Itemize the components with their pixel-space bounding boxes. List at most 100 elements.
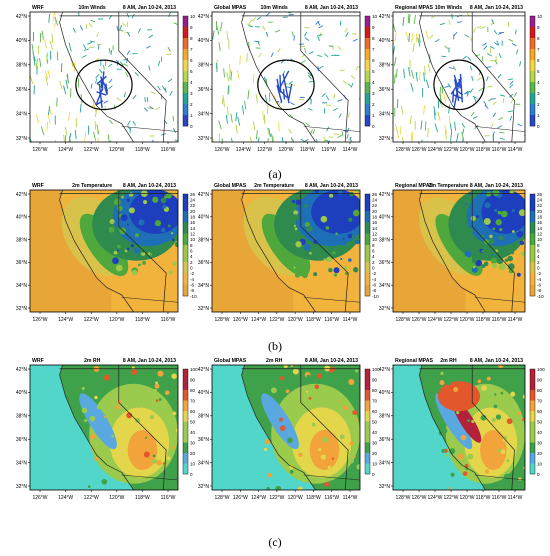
- map-variable-title: 2m RH: [84, 358, 101, 364]
- colorbar-tick-label: 6: [372, 58, 375, 63]
- colorbar-tick-label: 50: [190, 419, 196, 424]
- colorbar-tick-label: 4: [372, 80, 375, 85]
- colorbar-segment: [365, 453, 370, 464]
- x-tick-label: 126°W: [411, 317, 426, 323]
- x-tick-label: 120°W: [109, 317, 124, 323]
- colorbar-tick-label: 14: [372, 226, 378, 231]
- x-tick-label: 124°W: [427, 147, 442, 153]
- map-time-title: 8 AM, Jan 10-24, 2013: [305, 183, 358, 189]
- colorbar-segment: [530, 115, 535, 126]
- colorbar-segment: [530, 93, 535, 104]
- colorbar-tick-label: 50: [537, 419, 543, 424]
- y-tick-label: 38°N: [198, 237, 210, 243]
- colorbar-tick-label: -4: [372, 277, 377, 282]
- colorbar-tick-label: 0: [537, 124, 540, 129]
- colorbar-segment: [365, 262, 370, 268]
- y-tick-label: 40°N: [16, 390, 28, 396]
- colorbar-tick-label: 90: [190, 377, 196, 382]
- colorbar-tick-label: 0: [372, 472, 375, 477]
- colorbar-tick-label: -2: [190, 271, 195, 276]
- colorbar-tick-label: 4: [537, 254, 540, 259]
- y-tick-label: 34°N: [16, 283, 28, 289]
- y-tick-label: 36°N: [16, 260, 28, 266]
- y-tick-label: 36°N: [198, 260, 210, 266]
- colorbar-tick-label: -4: [190, 277, 195, 282]
- colorbar-tick-label: 26: [372, 192, 378, 197]
- x-tick-label: 118°W: [300, 147, 315, 153]
- y-tick-label: 34°N: [16, 111, 28, 117]
- x-tick-label: 122°W: [443, 495, 458, 501]
- colorbar-segment: [183, 262, 188, 268]
- colorbar-segment: [530, 205, 535, 211]
- colorbar-tick-label: 30: [372, 440, 378, 445]
- y-tick-label: 40°N: [379, 215, 391, 221]
- colorbar-tick-label: 3: [537, 91, 540, 96]
- colorbar-tick-label: 10: [190, 237, 196, 242]
- colorbar-tick-label: 40: [537, 430, 543, 435]
- colorbar-tick-label: 6: [190, 248, 193, 253]
- x-tick-label: 120°W: [109, 147, 124, 153]
- colorbar-tick-label: 3: [372, 91, 375, 96]
- colorbar-segment: [365, 239, 370, 245]
- colorbar-segment: [530, 380, 535, 391]
- colorbar-segment: [365, 432, 370, 443]
- colorbar-segment: [530, 245, 535, 251]
- colorbar-segment: [365, 369, 370, 380]
- x-tick-label: 124°W: [58, 317, 73, 323]
- colorbar-tick-label: 22: [190, 203, 196, 208]
- colorbar-tick-label: -8: [190, 288, 195, 293]
- colorbar-tick-label: -6: [537, 282, 542, 287]
- colorbar-tick-label: 90: [372, 377, 378, 382]
- x-tick-label: 114°W: [508, 147, 523, 153]
- y-tick-label: 40°N: [379, 390, 391, 396]
- colorbar-tick-label: 10: [372, 14, 378, 19]
- y-tick-label: 42°N: [198, 14, 210, 20]
- x-tick-label: 114°W: [343, 317, 358, 323]
- colorbar-tick-label: 8: [537, 36, 540, 41]
- colorbar-tick-label: 6: [537, 58, 540, 63]
- colorbar-tick-label: 30: [190, 440, 196, 445]
- colorbar-segment: [530, 239, 535, 245]
- x-tick-label: 126°W: [32, 317, 47, 323]
- x-tick-label: 116°W: [321, 147, 336, 153]
- colorbar-segment: [530, 38, 535, 49]
- x-tick-label: 126°W: [32, 147, 47, 153]
- colorbar-tick-label: 100: [537, 367, 545, 372]
- colorbar-tick-label: 16: [372, 220, 378, 225]
- colorbar-tick-label: 18: [190, 214, 196, 219]
- colorbar-tick-label: 20: [190, 209, 196, 214]
- x-tick-label: 116°W: [161, 147, 176, 153]
- colorbar-segment: [183, 200, 188, 206]
- colorbar-tick-label: 22: [372, 203, 378, 208]
- colorbar-tick-label: 18: [537, 214, 543, 219]
- colorbar-segment: [183, 16, 188, 27]
- x-tick-label: 120°W: [109, 495, 124, 501]
- colorbar-tick-label: 60: [537, 409, 543, 414]
- colorbar-segment: [183, 390, 188, 401]
- x-tick-label: 118°W: [135, 317, 150, 323]
- x-tick-label: 120°W: [278, 147, 293, 153]
- colorbar-segment: [365, 71, 370, 82]
- x-tick-label: 116°W: [492, 147, 507, 153]
- x-tick-label: 128°W: [395, 147, 410, 153]
- x-tick-label: 120°W: [459, 147, 474, 153]
- colorbar-tick-label: 6: [190, 58, 193, 63]
- map-variable-title: 2m Temperature: [254, 183, 294, 189]
- map-model-title: Global MPAS: [214, 358, 247, 364]
- colorbar-tick-label: 26: [537, 192, 543, 197]
- colorbar-segment: [365, 60, 370, 71]
- colorbar-segment: [365, 194, 370, 200]
- colorbar-segment: [365, 256, 370, 262]
- map-time-title: 8 AM, Jan 10-24, 2013: [305, 5, 358, 11]
- colorbar-segment: [183, 104, 188, 115]
- y-tick-label: 32°N: [198, 136, 210, 142]
- colorbar-tick-label: 70: [190, 398, 196, 403]
- map-variable-title: 2m Temperature: [72, 183, 112, 189]
- colorbar-segment: [183, 401, 188, 412]
- colorbar-tick-label: 8: [372, 243, 375, 248]
- colorbar-tick-label: 80: [190, 388, 196, 393]
